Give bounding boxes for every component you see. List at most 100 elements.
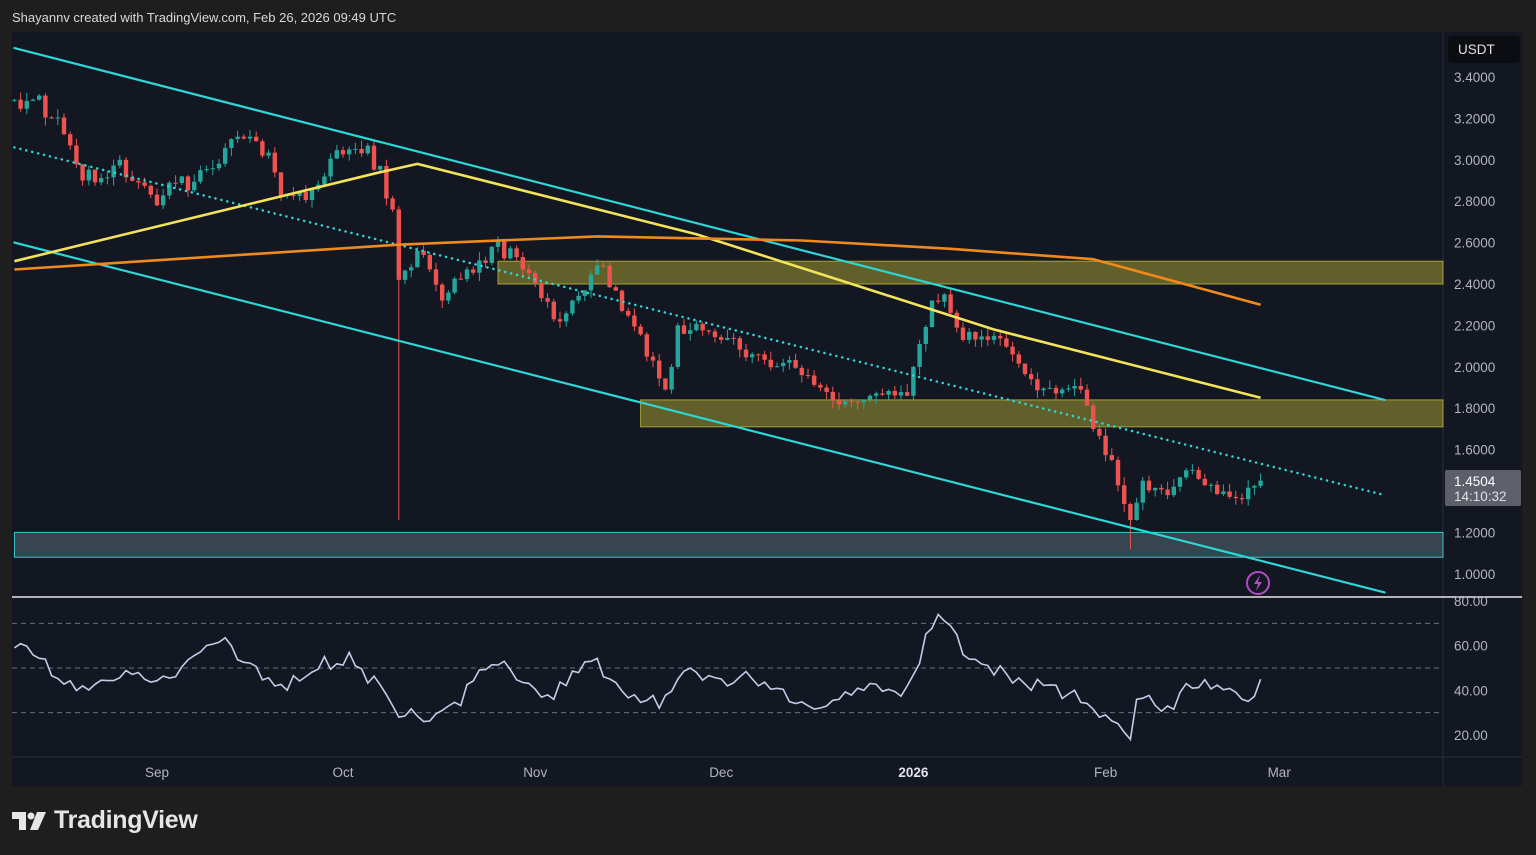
price-tick-label: 2.6000 xyxy=(1454,236,1495,251)
candle xyxy=(545,298,550,302)
candle xyxy=(111,165,116,178)
price-tick-label: 1.2000 xyxy=(1454,525,1495,540)
candle xyxy=(43,95,48,118)
time-tick-label: Nov xyxy=(523,765,547,780)
candle xyxy=(582,290,587,296)
candle xyxy=(235,136,240,140)
candle xyxy=(30,99,36,101)
candle xyxy=(1184,470,1189,478)
time-tick-label: Feb xyxy=(1094,765,1117,780)
candle xyxy=(489,246,494,263)
candle xyxy=(830,391,835,400)
candle xyxy=(409,267,414,271)
candle xyxy=(892,390,897,396)
price-tick-label: 2.8000 xyxy=(1454,194,1495,209)
candle xyxy=(1122,485,1127,505)
price-tick-label: 3.4000 xyxy=(1454,70,1495,85)
currency-label-box[interactable] xyxy=(1448,36,1520,63)
candle xyxy=(942,294,947,302)
candle xyxy=(1239,498,1245,500)
candle xyxy=(198,170,203,182)
price-tick-label: 1.6000 xyxy=(1454,443,1495,458)
candle xyxy=(1153,487,1158,491)
candle xyxy=(880,393,885,395)
candle xyxy=(855,401,860,403)
candle xyxy=(1103,435,1108,456)
candle xyxy=(278,172,284,197)
supply-zone-lower xyxy=(640,399,1444,428)
candle xyxy=(799,367,804,376)
candle xyxy=(886,390,891,395)
candle xyxy=(998,335,1003,339)
candle xyxy=(477,260,482,273)
candle xyxy=(638,326,643,335)
candle xyxy=(167,182,172,196)
ma-slow xyxy=(14,235,1261,306)
candle xyxy=(1128,504,1133,520)
candle xyxy=(508,248,513,259)
candle xyxy=(1208,484,1214,486)
last-price-value: 1.4504 xyxy=(1454,474,1496,489)
candle xyxy=(551,301,556,320)
candle xyxy=(130,177,135,181)
candle xyxy=(471,269,476,273)
candle xyxy=(954,312,959,328)
rsi-tick-label: 80.00 xyxy=(1454,594,1488,609)
candle xyxy=(49,117,54,119)
candle xyxy=(663,378,668,390)
candle xyxy=(502,240,507,259)
candle xyxy=(86,169,91,181)
candle xyxy=(223,147,228,164)
candle xyxy=(80,164,85,181)
candle xyxy=(1177,477,1183,487)
candle xyxy=(768,359,773,368)
candle xyxy=(861,399,866,403)
candle xyxy=(533,272,538,284)
candle xyxy=(402,270,408,280)
candle xyxy=(446,292,451,301)
candle xyxy=(1190,469,1195,471)
candle xyxy=(1171,486,1176,496)
candle xyxy=(520,257,525,270)
rsi-tick-label: 40.00 xyxy=(1454,683,1488,698)
candle xyxy=(805,375,811,377)
candle xyxy=(359,148,364,154)
chart-attribution: Shayannv created with TradingView.com, F… xyxy=(12,10,397,25)
candle xyxy=(967,331,972,340)
candle xyxy=(105,177,110,179)
candle xyxy=(24,100,29,109)
candle xyxy=(1060,389,1065,394)
candle xyxy=(905,392,910,396)
candle xyxy=(92,169,98,183)
price-tick-label: 3.0000 xyxy=(1454,153,1495,168)
candle xyxy=(1016,354,1021,364)
candle xyxy=(495,240,501,247)
last-price-countdown: 14:10:32 xyxy=(1454,489,1507,504)
lightning-alert-icon[interactable] xyxy=(1246,571,1270,595)
candle xyxy=(526,269,532,273)
tradingview-logo[interactable]: TradingView xyxy=(12,806,198,835)
time-tick-label: Mar xyxy=(1268,765,1292,780)
candle xyxy=(1258,480,1263,486)
candle xyxy=(514,248,519,258)
candle xyxy=(874,393,879,396)
candle xyxy=(570,300,575,314)
candle xyxy=(694,323,699,331)
candle xyxy=(1066,388,1071,390)
candle xyxy=(210,168,215,170)
channel-lower xyxy=(13,241,1386,594)
candle xyxy=(154,194,160,206)
candle xyxy=(384,166,389,199)
candle xyxy=(390,198,395,210)
candle xyxy=(415,250,420,268)
candle xyxy=(737,338,742,350)
candle xyxy=(867,395,873,400)
candle xyxy=(539,283,544,299)
candle xyxy=(743,349,749,358)
candle xyxy=(340,150,346,155)
candle xyxy=(161,195,166,206)
candle xyxy=(1022,363,1028,375)
candle xyxy=(12,99,17,101)
candle xyxy=(260,141,265,156)
